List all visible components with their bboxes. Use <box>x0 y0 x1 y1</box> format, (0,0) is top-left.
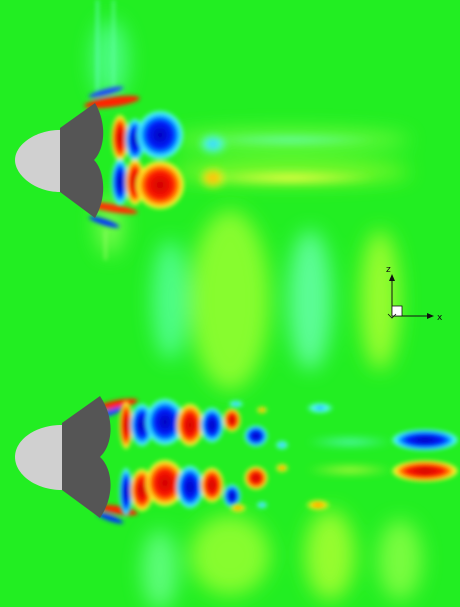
x-axis-label: x <box>437 313 443 323</box>
body-nose-top <box>15 130 60 192</box>
axes-triad: z x <box>386 265 443 323</box>
body-nose-bottom <box>15 425 62 490</box>
top-panel <box>15 0 410 260</box>
bottom-panel <box>15 210 459 607</box>
body-wedge-bottom <box>62 396 111 518</box>
z-axis-label: z <box>386 265 391 275</box>
body-wedge-top <box>60 103 104 218</box>
